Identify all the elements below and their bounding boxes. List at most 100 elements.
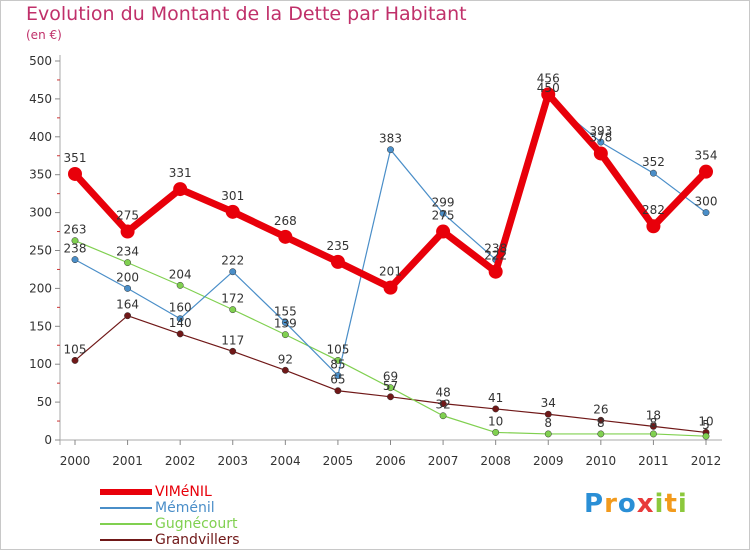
- data-point: [281, 331, 289, 339]
- y-tick-label: 300: [29, 206, 52, 220]
- data-point: [597, 416, 605, 424]
- data-label: 300: [695, 195, 718, 209]
- data-label: 48: [435, 386, 450, 400]
- data-label: 105: [326, 342, 349, 356]
- data-label: 26: [593, 402, 608, 416]
- data-point: [702, 432, 710, 440]
- data-label: 200: [116, 270, 139, 284]
- logo-letter: i: [654, 489, 665, 519]
- data-label: 92: [278, 352, 293, 366]
- data-label: 263: [64, 223, 87, 237]
- y-tick-label: 500: [29, 54, 52, 68]
- data-label: 299: [432, 195, 455, 209]
- x-tick-label: 2009: [533, 454, 564, 468]
- data-point: [334, 387, 342, 395]
- logo-letter: i: [677, 489, 688, 519]
- data-point: [597, 138, 605, 146]
- data-label: 456: [537, 71, 560, 85]
- data-label: 10: [488, 414, 503, 428]
- data-label: 105: [64, 342, 87, 356]
- chart-unit-label: (en €): [26, 28, 62, 42]
- data-label: 234: [116, 245, 139, 259]
- data-point: [597, 430, 605, 438]
- legend-swatch: [100, 507, 152, 509]
- data-label: 57: [383, 379, 398, 393]
- data-label: 32: [435, 398, 450, 412]
- data-point: [646, 219, 661, 234]
- data-point: [124, 312, 132, 320]
- data-label: 172: [221, 292, 244, 306]
- data-label: 160: [169, 301, 192, 315]
- proxiti-logo: Proxiti: [584, 489, 688, 519]
- data-label: 268: [274, 214, 297, 228]
- data-point: [71, 237, 79, 245]
- data-label: 18: [646, 408, 661, 422]
- data-label: 235: [326, 239, 349, 253]
- y-tick-label: 400: [29, 130, 52, 144]
- data-label: 275: [116, 209, 139, 223]
- y-tick-label: 200: [29, 281, 52, 295]
- data-label: 378: [589, 130, 612, 144]
- x-tick-label: 2006: [375, 454, 406, 468]
- data-point: [593, 146, 608, 161]
- data-label: 351: [64, 151, 87, 165]
- data-point: [124, 259, 132, 267]
- series-0: [68, 87, 713, 295]
- data-label: 352: [642, 155, 665, 169]
- data-point: [229, 347, 237, 355]
- data-point: [387, 146, 394, 154]
- data-point: [436, 224, 451, 239]
- data-point: [176, 330, 184, 338]
- data-point: [225, 204, 240, 219]
- logo-letter: t: [664, 489, 678, 519]
- data-label: 238: [64, 242, 87, 256]
- legend-swatch: [100, 539, 152, 541]
- data-label: 282: [642, 203, 665, 217]
- x-tick-label: 2002: [165, 454, 196, 468]
- data-label: 155: [274, 305, 297, 319]
- data-point: [439, 412, 447, 420]
- y-tick-label: 0: [44, 433, 52, 447]
- data-label: 331: [169, 166, 192, 180]
- legend-label: Gugnécourt: [155, 516, 238, 532]
- data-point: [176, 315, 184, 323]
- data-point: [330, 254, 345, 269]
- data-label: 238: [484, 242, 507, 256]
- x-tick-label: 2012: [691, 454, 722, 468]
- y-tick-label: 450: [29, 92, 52, 106]
- data-label: 69: [383, 370, 398, 384]
- data-label: 8: [597, 416, 605, 430]
- data-label: 85: [330, 358, 345, 372]
- data-point: [281, 366, 289, 374]
- data-label: 201: [379, 265, 402, 279]
- x-tick-label: 2004: [270, 454, 301, 468]
- data-point: [383, 280, 398, 295]
- y-tick-label: 100: [29, 357, 52, 371]
- data-label: 164: [116, 298, 139, 312]
- data-point: [229, 306, 237, 314]
- x-tick-label: 2005: [323, 454, 354, 468]
- data-point: [229, 268, 237, 276]
- data-point: [387, 384, 394, 392]
- data-point: [439, 400, 447, 408]
- data-label: 140: [169, 316, 192, 330]
- x-tick-label: 2010: [586, 454, 617, 468]
- logo-letter: P: [584, 489, 605, 519]
- data-label: 222: [484, 249, 507, 263]
- data-point: [176, 281, 184, 289]
- data-label: 8: [650, 416, 658, 430]
- data-point: [71, 356, 79, 364]
- data-label: 450: [537, 81, 560, 95]
- data-label: 301: [221, 189, 244, 203]
- data-label: 10: [698, 414, 713, 428]
- x-tick-label: 2001: [112, 454, 143, 468]
- data-point: [439, 209, 447, 217]
- data-label: 139: [274, 317, 297, 331]
- data-point: [541, 87, 556, 102]
- x-tick-label: 2003: [217, 454, 248, 468]
- series-1: [71, 95, 710, 380]
- data-point: [278, 229, 293, 244]
- data-point: [488, 264, 503, 279]
